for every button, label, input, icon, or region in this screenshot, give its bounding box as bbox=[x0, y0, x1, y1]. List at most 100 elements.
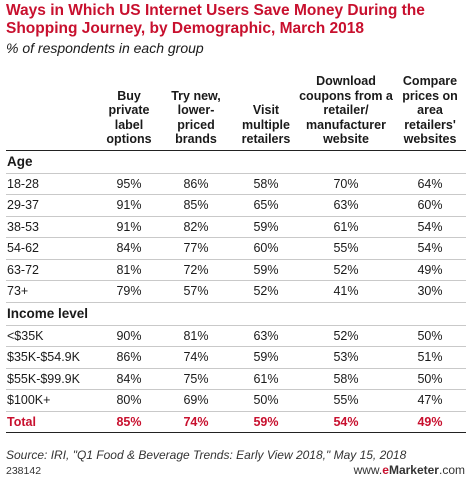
data-cell: 61% bbox=[298, 216, 394, 238]
data-cell: 60% bbox=[234, 237, 298, 260]
data-cell: 53% bbox=[298, 346, 394, 369]
table-row: 38-53 91% 82% 59% 61% 54% bbox=[6, 216, 466, 238]
data-cell: 77% bbox=[158, 237, 234, 260]
table-body: Age 18-28 95% 86% 58% 70% 64% 29-37 91% 85% 65% 63%… bbox=[6, 150, 466, 433]
table-row: <$35K 90% 81% 63% 52% 50% bbox=[6, 325, 466, 347]
data-cell: 59% bbox=[234, 411, 298, 433]
data-cell: 69% bbox=[158, 389, 234, 412]
data-cell: 55% bbox=[298, 389, 394, 412]
column-header: Buy private label options bbox=[100, 60, 158, 151]
data-cell: 82% bbox=[158, 216, 234, 238]
data-cell: 52% bbox=[298, 325, 394, 347]
data-cell: 54% bbox=[394, 237, 466, 260]
column-header: Visit multiple retailers bbox=[234, 60, 298, 151]
data-cell: 54% bbox=[298, 411, 394, 433]
table-row: $55K-$99.9K 84% 75% 61% 58% 50% bbox=[6, 368, 466, 390]
table-row: 54-62 84% 77% 60% 55% 54% bbox=[6, 237, 466, 260]
header-label-spacer bbox=[6, 60, 100, 151]
brand-e: e bbox=[382, 463, 389, 477]
data-cell: 79% bbox=[100, 280, 158, 303]
table-row: $35K-$54.9K 86% 74% 59% 53% 51% bbox=[6, 346, 466, 369]
group-header-row: Age bbox=[6, 150, 466, 174]
data-cell: 55% bbox=[298, 237, 394, 260]
table-row: 18-28 95% 86% 58% 70% 64% bbox=[6, 173, 466, 195]
table-row: 29-37 91% 85% 65% 63% 60% bbox=[6, 194, 466, 217]
data-cell: 91% bbox=[100, 216, 158, 238]
data-cell: 50% bbox=[234, 389, 298, 412]
data-cell: 30% bbox=[394, 280, 466, 303]
data-cell: 74% bbox=[158, 411, 234, 433]
data-cell: 64% bbox=[394, 173, 466, 195]
data-cell: 50% bbox=[394, 368, 466, 390]
row-label: 29-37 bbox=[6, 194, 100, 217]
brand-prefix: www. bbox=[353, 463, 383, 477]
data-cell: 81% bbox=[100, 259, 158, 281]
row-label: 54-62 bbox=[6, 237, 100, 260]
data-cell: 86% bbox=[158, 173, 234, 195]
total-row: Total 85% 74% 59% 54% 49% bbox=[6, 411, 466, 433]
data-cell: 58% bbox=[298, 368, 394, 390]
data-cell: 60% bbox=[394, 194, 466, 217]
table-row: 73+ 79% 57% 52% 41% 30% bbox=[6, 280, 466, 303]
brand-suffix: .com bbox=[438, 463, 465, 477]
data-cell: 58% bbox=[234, 173, 298, 195]
group-label: Income level bbox=[6, 302, 466, 326]
row-label: $55K-$99.9K bbox=[6, 368, 100, 390]
data-cell: 63% bbox=[234, 325, 298, 347]
table-row: 63-72 81% 72% 59% 52% 49% bbox=[6, 259, 466, 281]
brand-name: Marketer bbox=[388, 463, 439, 477]
data-table: Buy private label options Try new, lower-… bbox=[6, 60, 466, 433]
chart-subtitle: % of respondents in each group bbox=[6, 40, 204, 56]
brand-logo: www.eMarketer.com bbox=[354, 463, 465, 477]
row-label: 73+ bbox=[6, 280, 100, 303]
data-cell: 51% bbox=[394, 346, 466, 369]
row-label: 18-28 bbox=[6, 173, 100, 195]
column-header: Compare prices on area retailers' websit… bbox=[394, 60, 466, 151]
data-cell: 81% bbox=[158, 325, 234, 347]
data-cell: 50% bbox=[394, 325, 466, 347]
table-header: Buy private label options Try new, lower-… bbox=[6, 60, 466, 151]
chart-id: 238142 bbox=[6, 465, 42, 477]
data-cell: 86% bbox=[100, 346, 158, 369]
data-cell: 47% bbox=[394, 389, 466, 412]
data-cell: 84% bbox=[100, 237, 158, 260]
data-cell: 90% bbox=[100, 325, 158, 347]
row-label: 38-53 bbox=[6, 216, 100, 238]
data-cell: 61% bbox=[234, 368, 298, 390]
data-cell: 72% bbox=[158, 259, 234, 281]
header-row: Buy private label options Try new, lower-… bbox=[6, 60, 466, 151]
data-cell: 59% bbox=[234, 346, 298, 369]
data-cell: 49% bbox=[394, 259, 466, 281]
data-cell: 63% bbox=[298, 194, 394, 217]
data-cell: 70% bbox=[298, 173, 394, 195]
data-cell: 91% bbox=[100, 194, 158, 217]
column-header: Try new, lower-priced brands bbox=[158, 60, 234, 151]
data-cell: 80% bbox=[100, 389, 158, 412]
source-note: Source: IRI, "Q1 Food & Beverage Trends:… bbox=[6, 448, 407, 462]
data-cell: 95% bbox=[100, 173, 158, 195]
row-label: Total bbox=[6, 411, 100, 433]
data-cell: 57% bbox=[158, 280, 234, 303]
data-cell: 54% bbox=[394, 216, 466, 238]
table-row: $100K+ 80% 69% 50% 55% 47% bbox=[6, 389, 466, 412]
data-cell: 52% bbox=[298, 259, 394, 281]
column-header: Download coupons from a retailer/ manufa… bbox=[298, 60, 394, 151]
data-cell: 74% bbox=[158, 346, 234, 369]
data-cell: 41% bbox=[298, 280, 394, 303]
data-cell: 65% bbox=[234, 194, 298, 217]
data-cell: 49% bbox=[394, 411, 466, 433]
row-label: $100K+ bbox=[6, 389, 100, 412]
data-cell: 52% bbox=[234, 280, 298, 303]
row-label: $35K-$54.9K bbox=[6, 346, 100, 369]
data-cell: 75% bbox=[158, 368, 234, 390]
chart-title: Ways in Which US Internet Users Save Mon… bbox=[6, 2, 425, 37]
group-label: Age bbox=[6, 150, 466, 174]
row-label: <$35K bbox=[6, 325, 100, 347]
data-cell: 85% bbox=[100, 411, 158, 433]
data-cell: 85% bbox=[158, 194, 234, 217]
data-cell: 84% bbox=[100, 368, 158, 390]
row-label: 63-72 bbox=[6, 259, 100, 281]
data-cell: 59% bbox=[234, 216, 298, 238]
data-cell: 59% bbox=[234, 259, 298, 281]
